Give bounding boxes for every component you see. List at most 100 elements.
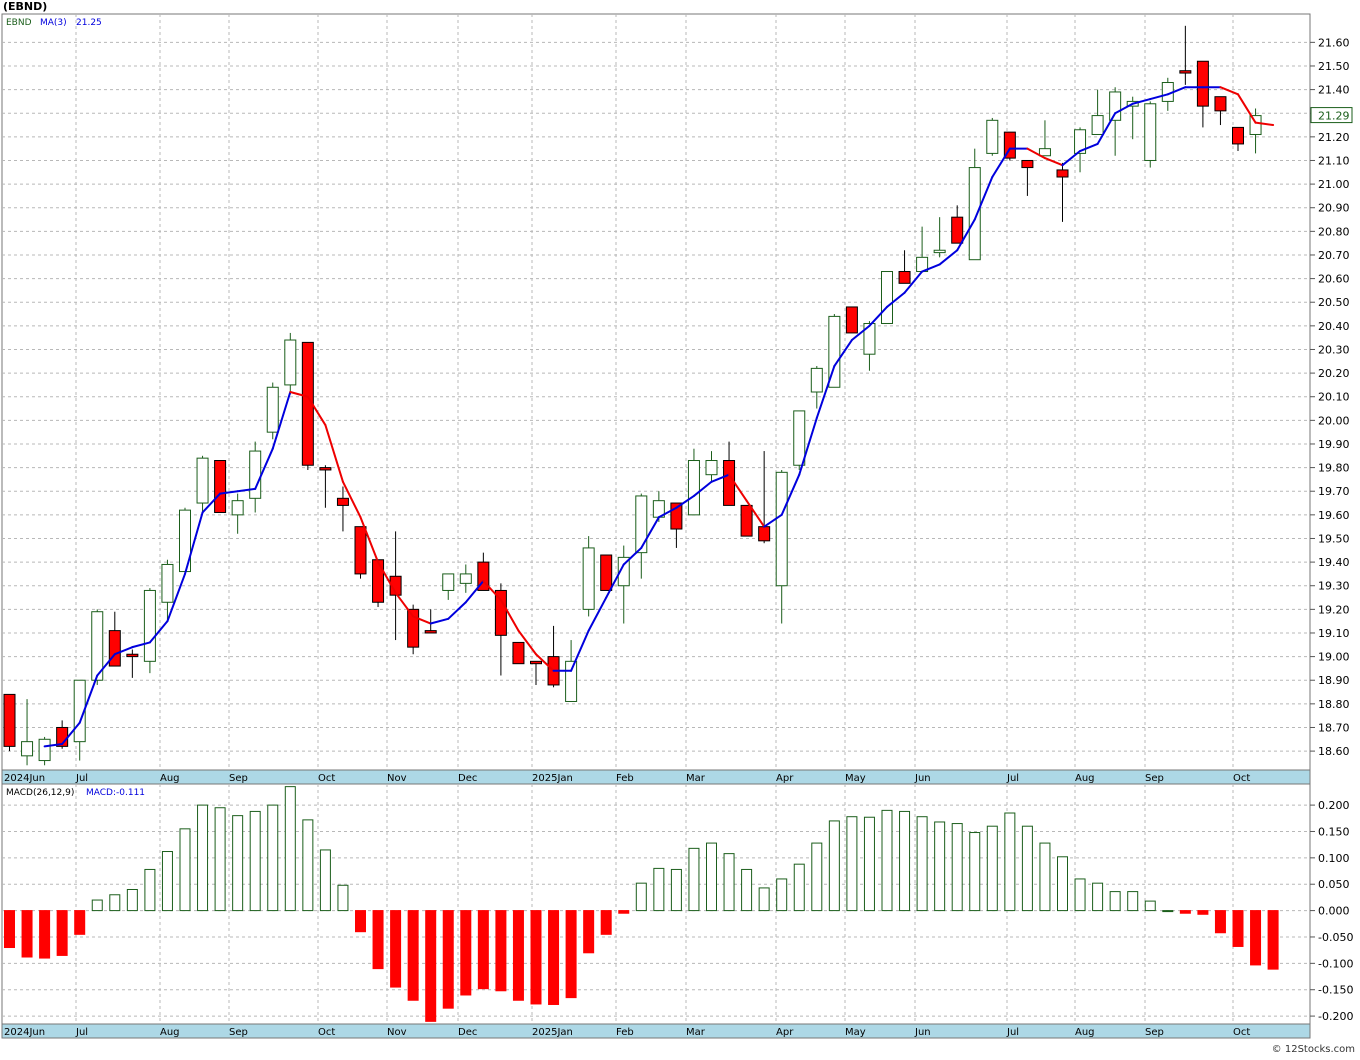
candle-down [477, 552, 490, 591]
macd-bar-positive [1004, 812, 1016, 912]
candle-down [1232, 126, 1244, 152]
candle-up [266, 382, 279, 440]
macd-bar-positive [863, 816, 875, 912]
macd-bar-negative [512, 910, 524, 1001]
price-y-tick-label: 21.40 [1318, 84, 1350, 97]
candle-up [91, 609, 104, 685]
candle-down [1056, 162, 1069, 222]
ma3-segment [131, 641, 151, 649]
last-price-label: 21.29 [1318, 110, 1350, 123]
price-x-tick-label: Aug [1075, 773, 1095, 784]
macd-bar-negative [442, 910, 454, 1009]
macd-bar-positive [1162, 910, 1174, 913]
candle-down [319, 465, 332, 508]
macd-bar-negative [618, 910, 630, 914]
macd-bar-positive [723, 853, 735, 912]
macd-bar-negative [460, 910, 472, 996]
macd-bar-negative [1267, 910, 1279, 970]
ma3-segment [324, 424, 344, 483]
candle-up [793, 410, 806, 470]
macd-y-axis: 0.200 0.150 0.100 0.050 0.000 -0.050 -0.100 -0.… [1310, 799, 1353, 1023]
price-y-tick-label: 20.10 [1318, 391, 1350, 404]
candle-up [617, 545, 630, 624]
price-y-tick-label: 21.10 [1318, 154, 1350, 167]
candle-body [407, 608, 420, 648]
price-y-tick-label: 20.90 [1318, 202, 1350, 215]
candle-body [986, 119, 999, 154]
macd-bar-negative [56, 910, 68, 956]
macd-x-tick-label: Feb [616, 1027, 634, 1038]
candle-body [828, 315, 841, 388]
candle-up [635, 493, 648, 579]
ma3-segment [921, 263, 941, 273]
ma3-segment [412, 615, 432, 625]
macd-bar-negative [477, 910, 489, 990]
macd-bar-positive [706, 842, 717, 912]
candle-down [1021, 159, 1034, 196]
ma3-segment [587, 596, 608, 632]
ma3-segment [956, 218, 976, 252]
candle-down [1003, 131, 1016, 161]
candle-body [73, 679, 86, 743]
candle-up [933, 217, 946, 258]
ma3-segment [1043, 157, 1064, 167]
macd-bar-positive [916, 816, 928, 912]
macd-y-tick-label: 0.200 [1318, 799, 1350, 812]
ma3-segment [675, 494, 695, 509]
macd-bar-positive [899, 810, 911, 912]
price-y-tick-label: 21.60 [1318, 36, 1350, 49]
candle-body [336, 497, 349, 506]
candle-down [126, 649, 139, 678]
ma3-segment [710, 473, 731, 483]
ma3-segment [798, 416, 818, 476]
macd-bar-positive [741, 868, 753, 912]
ma3-segment [535, 653, 555, 672]
ma3-segment [377, 561, 397, 594]
macd-bar-negative [495, 910, 507, 992]
price-x-tick-label: Jul [1006, 773, 1019, 784]
candle-body [3, 693, 16, 747]
macd-bar-negative [600, 910, 612, 935]
macd-bar-positive [197, 804, 209, 912]
macd-x-axis-band [1, 1023, 1311, 1039]
candle-body [670, 502, 683, 530]
ma3-segment [96, 653, 116, 677]
price-x-tick-label: 2025Jan [532, 773, 573, 784]
ma3-segment [1149, 93, 1169, 101]
candle-body [898, 271, 911, 284]
macd-x-tick-label: Jul [1006, 1027, 1019, 1038]
price-y-tick-label: 18.80 [1318, 698, 1350, 711]
candle-up [1249, 108, 1262, 154]
candle-body [740, 504, 753, 537]
candle-body [530, 660, 542, 665]
last-price-marker: 21.29 [1310, 107, 1353, 124]
ma3-segment [236, 487, 257, 493]
macd-bar-negative [390, 910, 402, 988]
candle-up [828, 314, 841, 388]
candle-down [336, 486, 349, 532]
ma3-segment [1026, 147, 1046, 160]
ma3-segment [289, 391, 309, 398]
price-legend-symbol: EBND [6, 18, 32, 28]
ma3-segment [254, 447, 274, 490]
candle-down [354, 526, 367, 579]
candle-down [951, 205, 964, 244]
price-x-tick-label: Feb [616, 773, 634, 784]
candle-body [793, 410, 806, 466]
ma3-segment [991, 147, 1011, 179]
macd-legend-label: MACD(26,12,9) [6, 788, 74, 798]
ma3-segment [938, 249, 959, 266]
ma3-segment [728, 473, 748, 502]
price-x-tick-label: Apr [776, 773, 794, 784]
macd-bar-positive [214, 807, 226, 912]
candle-body [231, 500, 244, 516]
macd-bar-positive [793, 863, 805, 912]
macd-bar-positive [1057, 856, 1068, 912]
price-panel-frame [1, 13, 1311, 771]
price-x-tick-label: Jun [914, 773, 931, 784]
candle-body [196, 457, 209, 504]
price-x-tick-label: 2024Jun [4, 773, 45, 784]
macd-bar-positive [951, 823, 963, 912]
price-y-tick-label: 19.60 [1318, 509, 1350, 522]
ma3-segment [1114, 102, 1134, 115]
